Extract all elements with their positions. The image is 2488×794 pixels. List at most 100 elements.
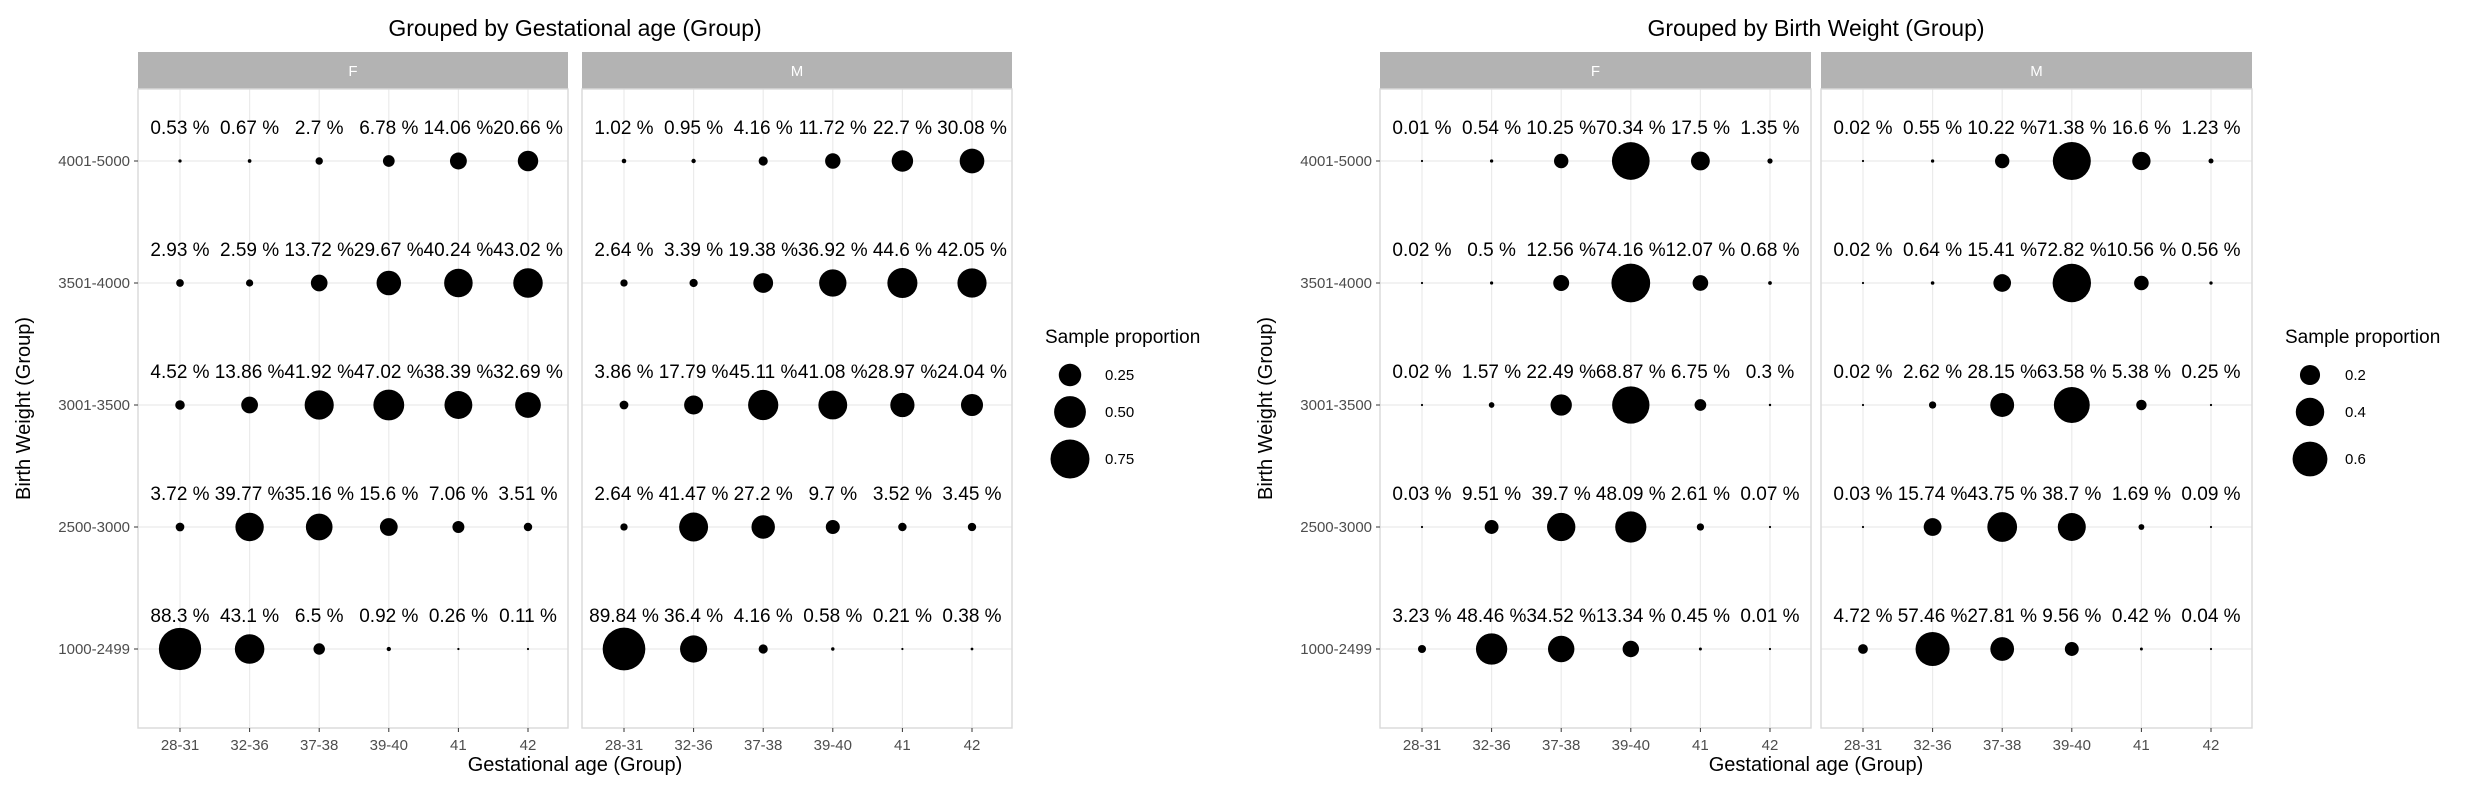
data-label: 3.45 % bbox=[942, 484, 1001, 505]
data-point bbox=[620, 279, 628, 287]
x-tick-label: 41 bbox=[1692, 737, 1709, 754]
data-label: 0.55 % bbox=[1903, 118, 1962, 139]
data-label: 70.34 % bbox=[1596, 118, 1666, 139]
data-point bbox=[1547, 635, 1575, 663]
data-label: 9.56 % bbox=[2042, 606, 2101, 627]
legend-label: 0.2 bbox=[2345, 367, 2366, 384]
data-point bbox=[1930, 159, 1935, 163]
data-label: 1.35 % bbox=[1740, 118, 1799, 139]
data-point bbox=[245, 279, 254, 287]
x-tick-label: 32-36 bbox=[674, 737, 712, 754]
data-label: 0.64 % bbox=[1903, 240, 1962, 261]
chart-title: Grouped by Gestational age (Group) bbox=[388, 15, 761, 41]
data-label: 0.09 % bbox=[2181, 484, 2240, 505]
data-label: 2.64 % bbox=[594, 240, 653, 261]
data-point bbox=[1417, 644, 1427, 654]
data-label: 15.6 % bbox=[359, 484, 418, 505]
x-tick-label: 37-38 bbox=[744, 737, 782, 754]
chart-title: Grouped by Birth Weight (Group) bbox=[1647, 15, 1984, 41]
y-tick-label: 4001-5000 bbox=[1300, 153, 1372, 170]
charts-root: Grouped by Gestational age (Group) F 88.3 … bbox=[13, 15, 2440, 776]
data-point bbox=[1923, 518, 1942, 536]
data-label: 27.81 % bbox=[1967, 606, 2037, 627]
data-point bbox=[1420, 525, 1424, 529]
data-point bbox=[1858, 644, 1868, 654]
panel-border bbox=[137, 88, 569, 729]
facet-panel-f: F 88.3 % 43.1 % 6.5 % 0.92 % 0.26 % 0.11 % 3.72… bbox=[137, 52, 569, 754]
data-point bbox=[753, 273, 774, 293]
legend: Sample proportion 0.2 0.4 0.6 bbox=[2285, 327, 2440, 477]
data-label: 71.38 % bbox=[2037, 118, 2107, 139]
data-label: 9.7 % bbox=[809, 484, 858, 505]
data-point bbox=[1767, 158, 1773, 164]
facet-strip-label: M bbox=[791, 63, 804, 80]
data-point bbox=[831, 647, 835, 651]
y-axis-title: Birth Weight (Group) bbox=[13, 317, 35, 500]
data-label: 32.69 % bbox=[493, 362, 563, 383]
data-label: 48.46 % bbox=[1457, 606, 1527, 627]
data-point bbox=[1611, 263, 1651, 303]
data-point bbox=[313, 643, 325, 655]
data-point bbox=[2057, 513, 2086, 541]
x-tick-label: 28-31 bbox=[1844, 737, 1882, 754]
data-label: 0.02 % bbox=[1392, 362, 1451, 383]
data-label: 0.95 % bbox=[664, 118, 723, 139]
y-tick-label: 1000-2499 bbox=[58, 641, 130, 658]
data-point bbox=[679, 512, 709, 542]
legend-title: Sample proportion bbox=[2285, 327, 2440, 348]
data-point bbox=[758, 644, 768, 654]
data-label: 0.02 % bbox=[1833, 362, 1892, 383]
data-point bbox=[619, 400, 629, 410]
data-label: 12.56 % bbox=[1526, 240, 1596, 261]
data-label: 3.52 % bbox=[873, 484, 932, 505]
data-label: 0.56 % bbox=[2181, 240, 2240, 261]
data-label: 16.6 % bbox=[2112, 118, 2171, 139]
data-point bbox=[1420, 403, 1424, 407]
data-label: 0.02 % bbox=[1833, 118, 1892, 139]
data-label: 35.16 % bbox=[284, 484, 354, 505]
data-label: 28.97 % bbox=[868, 362, 938, 383]
y-tick-label: 1000-2499 bbox=[1300, 641, 1372, 658]
data-label: 36.92 % bbox=[798, 240, 868, 261]
data-label: 43.02 % bbox=[493, 240, 563, 261]
data-label: 30.08 % bbox=[937, 118, 1007, 139]
data-label: 14.06 % bbox=[424, 118, 494, 139]
data-point bbox=[819, 269, 847, 297]
data-point bbox=[1554, 153, 1569, 169]
data-point bbox=[2209, 281, 2213, 285]
data-point bbox=[234, 634, 265, 664]
data-point bbox=[315, 157, 323, 165]
x-tick-label: 37-38 bbox=[300, 737, 338, 754]
data-point bbox=[1488, 402, 1495, 408]
data-label: 19.38 % bbox=[728, 240, 798, 261]
data-label: 6.78 % bbox=[359, 118, 418, 139]
data-label: 36.4 % bbox=[664, 606, 723, 627]
data-label: 12.07 % bbox=[1666, 240, 1736, 261]
data-label: 39.7 % bbox=[1532, 484, 1591, 505]
data-label: 63.58 % bbox=[2037, 362, 2107, 383]
legend-key bbox=[2295, 397, 2325, 427]
data-label: 0.01 % bbox=[1392, 118, 1451, 139]
legend-label: 0.50 bbox=[1105, 404, 1134, 421]
data-label: 44.6 % bbox=[873, 240, 932, 261]
data-point bbox=[158, 627, 202, 671]
data-point bbox=[751, 515, 775, 539]
data-label: 0.3 % bbox=[1746, 362, 1795, 383]
data-point bbox=[1915, 631, 1950, 667]
data-point bbox=[241, 396, 258, 414]
data-point bbox=[457, 647, 460, 651]
data-point bbox=[1490, 281, 1494, 285]
data-point bbox=[1615, 511, 1647, 543]
data-point bbox=[1484, 520, 1499, 534]
data-label: 3.39 % bbox=[664, 240, 723, 261]
data-label: 15.74 % bbox=[1898, 484, 1968, 505]
data-label: 38.39 % bbox=[424, 362, 494, 383]
panel-background bbox=[582, 89, 1012, 728]
data-label: 45.11 % bbox=[729, 362, 797, 383]
y-tick-label: 2500-3000 bbox=[1300, 519, 1372, 536]
data-point bbox=[175, 522, 185, 532]
x-tick-label: 32-36 bbox=[1913, 737, 1951, 754]
data-point bbox=[178, 159, 182, 163]
data-point bbox=[1475, 633, 1508, 665]
data-label: 17.79 % bbox=[659, 362, 729, 383]
